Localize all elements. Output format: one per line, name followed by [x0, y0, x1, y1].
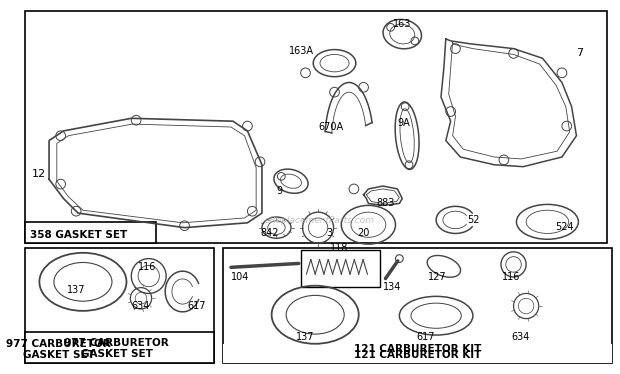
Text: 617: 617	[187, 301, 206, 311]
Text: 670A: 670A	[318, 122, 343, 132]
Text: 3: 3	[326, 228, 332, 238]
Bar	[25, 222, 156, 243]
Text: 137: 137	[66, 285, 85, 295]
Bar	[25, 11, 608, 243]
Text: 52: 52	[467, 215, 480, 225]
Bar	[301, 250, 380, 287]
Bar	[223, 344, 613, 363]
Text: 163: 163	[392, 19, 411, 29]
Text: 7: 7	[577, 48, 583, 58]
Text: 883: 883	[376, 198, 394, 208]
Text: 118: 118	[330, 243, 348, 253]
Text: 163A: 163A	[289, 46, 314, 56]
Bar	[223, 248, 613, 363]
Text: 524: 524	[555, 223, 574, 233]
Text: 634: 634	[131, 301, 149, 311]
Text: 121 CARBURETOR KIT: 121 CARBURETOR KIT	[354, 344, 482, 355]
Text: 104: 104	[231, 272, 249, 282]
Text: 358 GASKET SET: 358 GASKET SET	[30, 230, 127, 240]
Text: 116: 116	[138, 262, 156, 272]
Bar	[25, 248, 213, 363]
Text: 634: 634	[512, 332, 530, 342]
Bar	[25, 332, 213, 363]
Text: 20: 20	[356, 228, 369, 238]
Text: 116: 116	[502, 272, 520, 282]
Text: 842: 842	[260, 228, 278, 238]
Text: 977 CARBURETOR
GASKET SET: 977 CARBURETOR GASKET SET	[6, 338, 111, 360]
Text: 977 CARBURETOR
GASKET SET: 977 CARBURETOR GASKET SET	[64, 338, 169, 359]
Text: 134: 134	[383, 282, 401, 291]
Text: 617: 617	[417, 332, 435, 342]
Text: eReplacementParts.com: eReplacementParts.com	[265, 217, 375, 226]
Text: 121 CARBURETOR KIT: 121 CARBURETOR KIT	[354, 350, 482, 360]
Text: 127: 127	[428, 272, 447, 282]
Text: 9A: 9A	[397, 118, 410, 128]
Text: 137: 137	[296, 332, 314, 342]
Text: 12: 12	[32, 169, 46, 179]
Text: 9: 9	[277, 186, 283, 196]
